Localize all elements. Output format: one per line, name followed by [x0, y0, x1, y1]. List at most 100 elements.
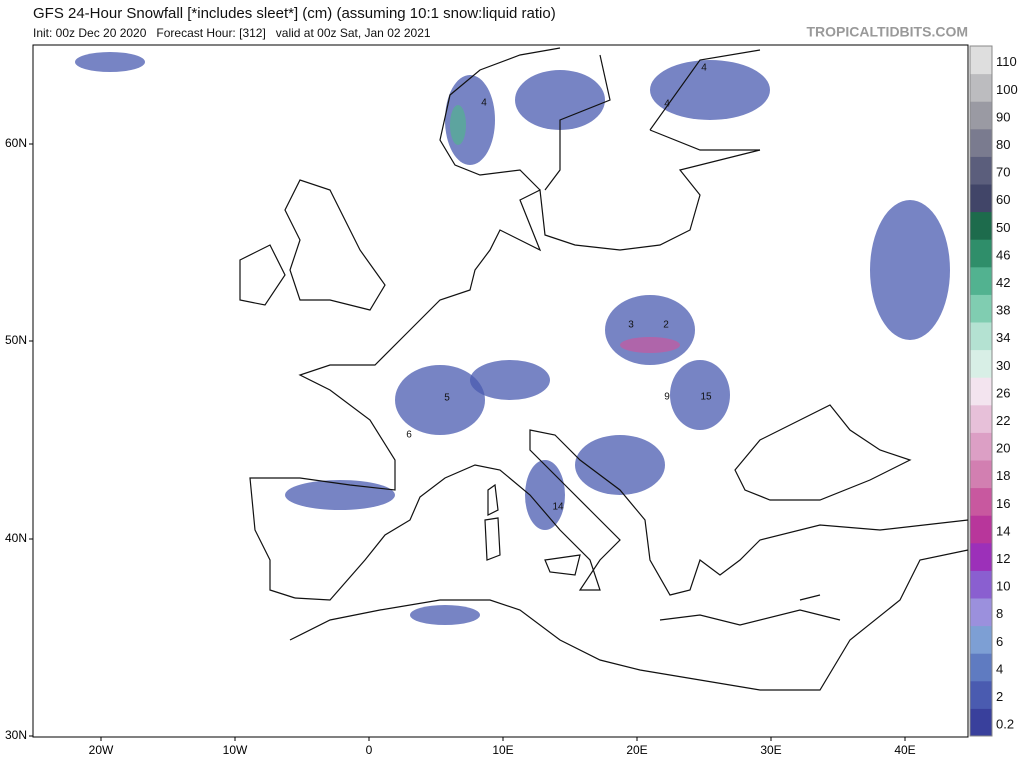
colorbar-label: 90	[996, 109, 1010, 124]
colorbar-label: 14	[996, 523, 1010, 538]
lat-label: 30N	[5, 728, 27, 742]
colorbar-swatch	[970, 266, 992, 295]
coastline	[284, 179, 386, 311]
colorbar-swatch	[970, 349, 992, 378]
contour-label: 4	[664, 99, 670, 110]
colorbar-label: 18	[996, 468, 1010, 483]
colorbar-label: 22	[996, 413, 1010, 428]
coastline	[294, 429, 969, 601]
snow-area	[395, 365, 485, 435]
colorbar-swatch	[970, 128, 992, 157]
snow-area	[410, 605, 480, 625]
lon-label: 20E	[626, 743, 647, 757]
colorbar-swatch	[970, 653, 992, 682]
colorbar-label: 60	[996, 192, 1010, 207]
colorbar-label: 4	[996, 661, 1003, 676]
colorbar-swatch	[970, 515, 992, 544]
snow-area	[605, 295, 695, 365]
lat-label: 40N	[5, 531, 27, 545]
snow-area	[620, 337, 680, 353]
colorbar-swatch	[970, 294, 992, 323]
colorbar-label: 6	[996, 634, 1003, 649]
colorbar-frame	[969, 45, 993, 737]
watermark: TROPICALTIDBITS.COM	[806, 24, 968, 40]
colorbar-swatch	[970, 432, 992, 461]
colorbar-swatch	[970, 156, 992, 185]
colorbar-swatch	[970, 680, 992, 709]
colorbar-label: 30	[996, 358, 1010, 373]
snow-area	[870, 200, 950, 340]
snow-area	[450, 105, 466, 145]
colorbar-label: 100	[996, 82, 1018, 97]
colorbar-swatch	[970, 460, 992, 489]
lat-label: 50N	[5, 333, 27, 347]
lon-label: 10W	[223, 743, 248, 757]
lat-label: 60N	[5, 136, 27, 150]
colorbar-swatch	[970, 570, 992, 599]
islands	[484, 483, 581, 576]
colorbar-label: 50	[996, 220, 1010, 235]
colorbar-swatch	[970, 404, 992, 433]
snow-area	[650, 60, 770, 120]
colorbar-swatch	[970, 322, 992, 351]
colorbar-label: 2	[996, 689, 1003, 704]
colorbar-label: 8	[996, 606, 1003, 621]
colorbar-swatch	[970, 184, 992, 213]
colorbar-label: 12	[996, 551, 1010, 566]
title: GFS 24-Hour Snowfall [*includes sleet*] …	[33, 5, 556, 22]
snow-area	[470, 360, 550, 400]
colorbar-swatch	[970, 625, 992, 654]
colorbar-label: 16	[996, 496, 1010, 511]
coastline	[649, 49, 761, 151]
lon-label: 20W	[89, 743, 114, 757]
colorbar: 0.22468101214161820222630343842465060708…	[969, 45, 1018, 737]
colorbar-swatch	[970, 46, 992, 75]
contour-label: 4	[701, 63, 707, 74]
snow-area	[515, 70, 605, 130]
coastline	[439, 47, 611, 191]
contour-label: 4	[481, 98, 487, 109]
colorbar-swatch	[970, 377, 992, 406]
colorbar-swatch	[970, 239, 992, 268]
colorbar-label: 34	[996, 330, 1010, 345]
colorbar-label: 10	[996, 579, 1010, 594]
snow-area	[575, 435, 665, 495]
colorbar-swatch	[970, 101, 992, 130]
colorbar-label: 46	[996, 247, 1010, 262]
colorbar-swatch	[970, 73, 992, 102]
coastline	[659, 594, 841, 626]
snow-area	[670, 360, 730, 430]
colorbar-label: 70	[996, 165, 1010, 180]
colorbar-swatch	[970, 708, 992, 737]
colorbar-label: 80	[996, 137, 1010, 152]
lon-label: 40E	[894, 743, 915, 757]
map: 60N 50N 40N 30N 20W 10W 0 10E 20E 30E 40E 4 4 4 3 2 5 6 15…	[5, 44, 969, 757]
lon-label: 10E	[492, 743, 513, 757]
contour-label: 6	[406, 430, 412, 441]
contour-label: 5	[444, 393, 450, 404]
contour-label: 3	[628, 320, 634, 331]
contour-label: 2	[663, 320, 669, 331]
colorbar-label: 38	[996, 303, 1010, 318]
colorbar-swatch	[970, 211, 992, 240]
subtitle: Init: 00z Dec 20 2020 Forecast Hour: [31…	[33, 26, 431, 40]
coastline	[249, 149, 761, 599]
coastlines	[239, 47, 969, 691]
colorbar-label: 0.2	[996, 717, 1014, 732]
snow-area	[525, 460, 565, 530]
lon-label: 30E	[760, 743, 781, 757]
contour-label: 9	[664, 392, 670, 403]
coastline	[239, 244, 286, 306]
colorbar-label: 26	[996, 385, 1010, 400]
lon-label: 0	[366, 743, 373, 757]
contour-label: 14	[552, 502, 564, 513]
colorbar-label: 42	[996, 275, 1010, 290]
colorbar-swatch	[970, 542, 992, 571]
snow-area	[285, 480, 395, 510]
colorbar-label: 110	[996, 54, 1017, 69]
colorbar-label: 20	[996, 441, 1010, 456]
colorbar-swatch	[970, 487, 992, 516]
black-sea	[734, 404, 912, 501]
coastline	[289, 549, 969, 691]
